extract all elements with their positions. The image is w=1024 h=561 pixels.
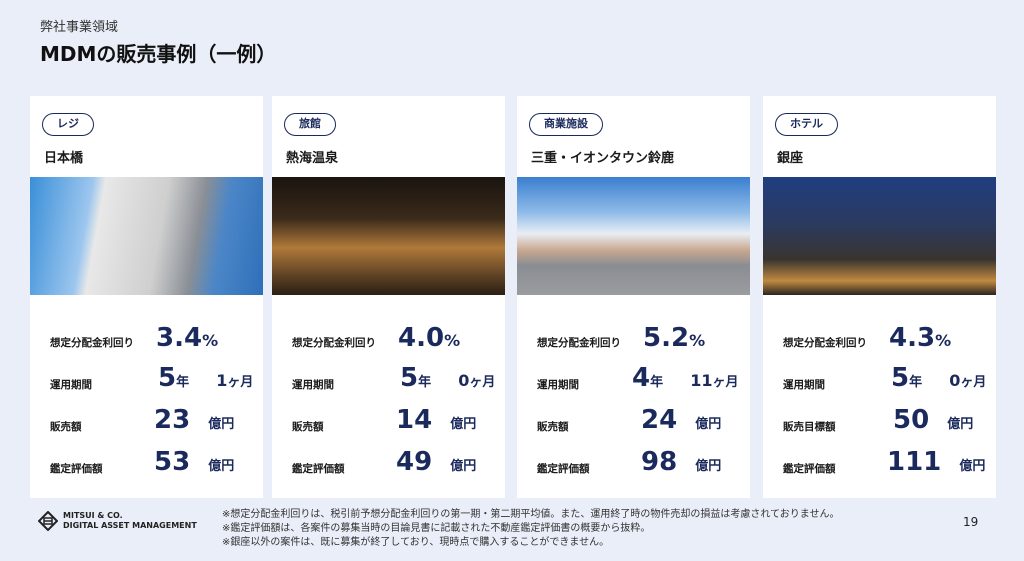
footnotes: ※想定分配金利回りは、税引前予想分配金利回りの第一期・第二期平均値。また、運用終… bbox=[222, 508, 839, 550]
period-row: 運用期間 5年 1ヶ月 bbox=[50, 363, 255, 398]
appraisal-label: 鑑定評価額 bbox=[783, 463, 836, 475]
appraisal-value: 49 億円 bbox=[396, 447, 477, 477]
property-card: 旅館 熱海温泉 想定分配金利回り 4.0% 運用期間 5年 0ヶ月 販売額 14… bbox=[272, 96, 505, 498]
yield-value: 5.2% bbox=[643, 323, 706, 353]
yield-value: 4.0% bbox=[398, 323, 461, 353]
period-row: 運用期間 5年 0ヶ月 bbox=[783, 363, 988, 398]
sales-label: 販売額 bbox=[537, 421, 569, 433]
period-label: 運用期間 bbox=[783, 379, 825, 391]
footnote: ※想定分配金利回りは、税引前予想分配金利回りの第一期・第二期平均値。また、運用終… bbox=[222, 509, 840, 520]
appraisal-value: 111 億円 bbox=[887, 447, 986, 477]
appraisal-row: 鑑定評価額 49 億円 bbox=[292, 447, 497, 482]
appraisal-label: 鑑定評価額 bbox=[537, 463, 590, 475]
period-value: 5年 1ヶ月 bbox=[158, 363, 254, 393]
property-photo bbox=[30, 177, 263, 295]
sales-label: 販売目標額 bbox=[783, 421, 836, 433]
period-value: 5年 0ヶ月 bbox=[400, 363, 496, 393]
section-subtitle: 弊社事業領域 bbox=[40, 20, 119, 35]
page-title: MDMの販売事例（一例） bbox=[40, 42, 277, 66]
category-badge: 商業施設 bbox=[529, 113, 603, 136]
yield-label: 想定分配金利回り bbox=[292, 337, 376, 349]
sales-row: 販売額 23 億円 bbox=[50, 405, 255, 440]
page-number: 19 bbox=[963, 515, 979, 529]
property-photo bbox=[272, 177, 505, 295]
property-name: 日本橋 bbox=[44, 151, 84, 166]
appraisal-row: 鑑定評価額 98 億円 bbox=[537, 447, 742, 482]
period-label: 運用期間 bbox=[292, 379, 334, 391]
sales-value: 50 億円 bbox=[893, 405, 974, 435]
property-card: 商業施設 三重・イオンタウン鈴鹿 想定分配金利回り 5.2% 運用期間 4年 1… bbox=[517, 96, 750, 498]
period-label: 運用期間 bbox=[537, 379, 579, 391]
logo-mark-icon bbox=[38, 511, 58, 531]
yield-row: 想定分配金利回り 3.4% bbox=[50, 322, 255, 356]
period-value: 5年 0ヶ月 bbox=[891, 363, 987, 393]
property-card: レジ 日本橋 想定分配金利回り 3.4% 運用期間 5年 1ヶ月 販売額 23 … bbox=[30, 96, 263, 498]
sales-label: 販売額 bbox=[50, 421, 82, 433]
period-row: 運用期間 5年 0ヶ月 bbox=[292, 363, 497, 398]
sales-value: 24 億円 bbox=[641, 405, 722, 435]
sales-label: 販売額 bbox=[292, 421, 324, 433]
period-label: 運用期間 bbox=[50, 379, 92, 391]
category-badge: 旅館 bbox=[284, 113, 336, 136]
yield-label: 想定分配金利回り bbox=[783, 337, 867, 349]
yield-label: 想定分配金利回り bbox=[537, 337, 621, 349]
appraisal-row: 鑑定評価額 111 億円 bbox=[783, 447, 988, 482]
appraisal-label: 鑑定評価額 bbox=[292, 463, 345, 475]
property-card: ホテル 銀座 想定分配金利回り 4.3% 運用期間 5年 0ヶ月 販売目標額 5… bbox=[763, 96, 996, 498]
sales-row: 販売目標額 50 億円 bbox=[783, 405, 988, 440]
yield-label: 想定分配金利回り bbox=[50, 337, 134, 349]
appraisal-value: 53 億円 bbox=[154, 447, 235, 477]
logo-line-1: MITSUI & CO. bbox=[63, 511, 123, 520]
sales-value: 14 億円 bbox=[396, 405, 477, 435]
yield-row: 想定分配金利回り 4.3% bbox=[783, 322, 988, 356]
category-badge: ホテル bbox=[775, 113, 838, 136]
footnote: ※銀座以外の案件は、既に募集が終了しており、現時点で購入することができません。 bbox=[222, 537, 610, 548]
sales-row: 販売額 14 億円 bbox=[292, 405, 497, 440]
yield-row: 想定分配金利回り 5.2% bbox=[537, 322, 742, 356]
period-row: 運用期間 4年 11ヶ月 bbox=[537, 363, 742, 398]
footnote: ※鑑定評価額は、各案件の募集当時の目論見書に記載された不動産鑑定評価書の概要から… bbox=[222, 523, 651, 534]
property-photo bbox=[517, 177, 750, 295]
company-logo: MITSUI & CO. DIGITAL ASSET MANAGEMENT bbox=[38, 511, 197, 531]
yield-value: 4.3% bbox=[889, 323, 952, 353]
appraisal-row: 鑑定評価額 53 億円 bbox=[50, 447, 255, 482]
category-badge: レジ bbox=[42, 113, 94, 136]
property-photo bbox=[763, 177, 996, 295]
period-value: 4年 11ヶ月 bbox=[632, 363, 739, 393]
appraisal-label: 鑑定評価額 bbox=[50, 463, 103, 475]
property-name: 三重・イオンタウン鈴鹿 bbox=[531, 151, 675, 166]
sales-row: 販売額 24 億円 bbox=[537, 405, 742, 440]
property-name: 銀座 bbox=[777, 151, 804, 166]
sales-value: 23 億円 bbox=[154, 405, 235, 435]
property-name: 熱海温泉 bbox=[286, 151, 339, 166]
appraisal-value: 98 億円 bbox=[641, 447, 722, 477]
yield-value: 3.4% bbox=[156, 323, 219, 353]
yield-row: 想定分配金利回り 4.0% bbox=[292, 322, 497, 356]
logo-line-2: DIGITAL ASSET MANAGEMENT bbox=[63, 521, 197, 530]
